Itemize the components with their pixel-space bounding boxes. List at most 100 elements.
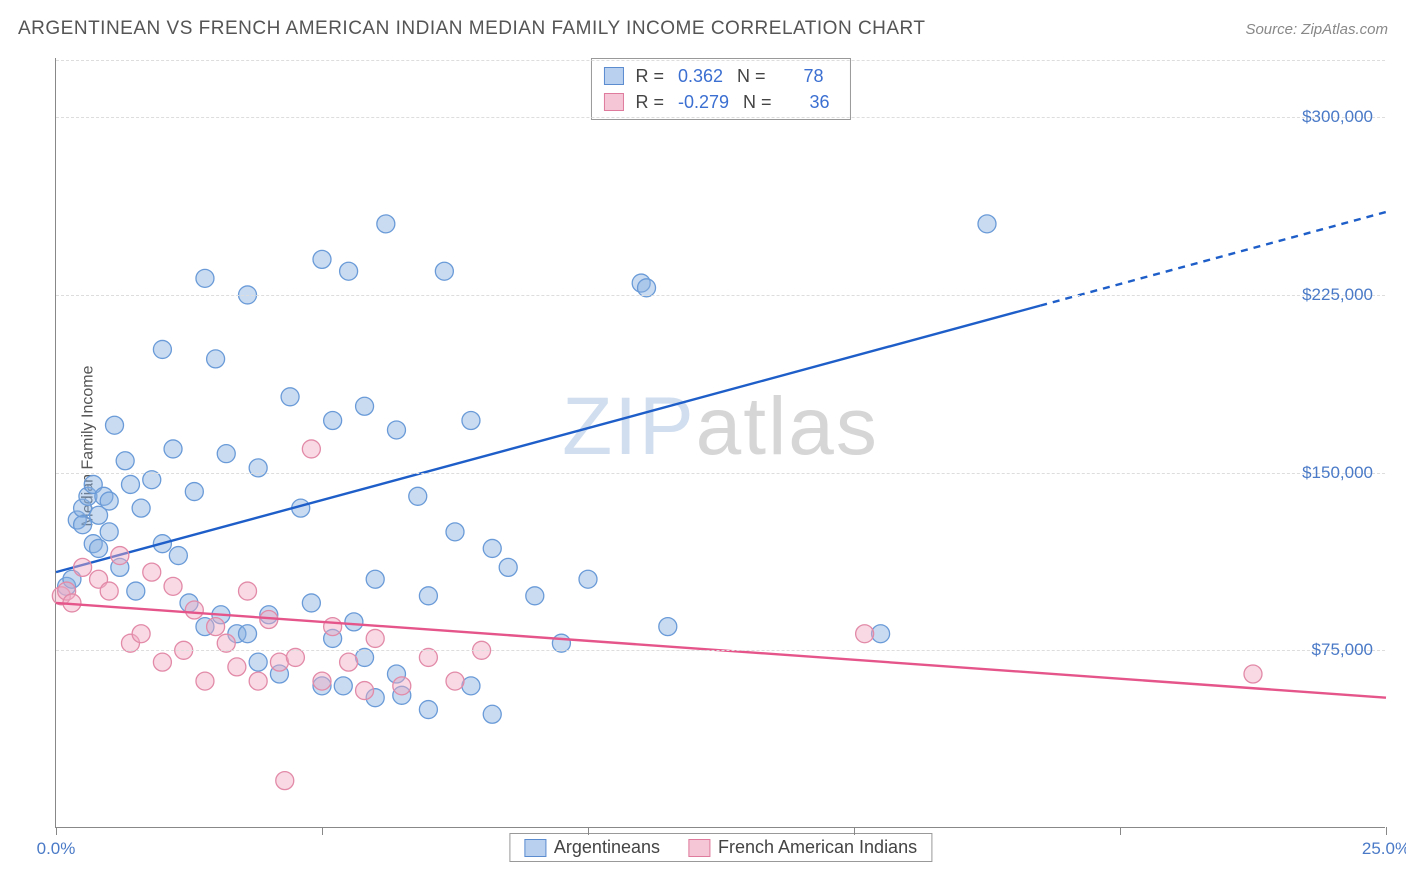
legend-item-french: French American Indians (688, 837, 917, 858)
legend-label-argentineans: Argentineans (554, 837, 660, 858)
legend-swatch-french (688, 839, 710, 857)
data-point-french (393, 677, 411, 695)
x-tick (56, 827, 57, 835)
correlation-stats-box: R = 0.362 N = 78 R = -0.279 N = 36 (590, 58, 850, 120)
data-point-argentineans (106, 416, 124, 434)
data-point-argentineans (207, 350, 225, 368)
y-tick-label: $300,000 (1302, 107, 1373, 127)
x-tick (322, 827, 323, 835)
data-point-argentineans (659, 618, 677, 636)
data-point-argentineans (196, 269, 214, 287)
data-point-argentineans (334, 677, 352, 695)
data-point-french (324, 618, 342, 636)
legend-swatch-argentineans (524, 839, 546, 857)
data-point-argentineans (164, 440, 182, 458)
chart-title: ARGENTINEAN VS FRENCH AMERICAN INDIAN ME… (18, 18, 926, 40)
data-point-argentineans (526, 587, 544, 605)
y-tick-label: $75,000 (1312, 640, 1373, 660)
data-point-french (100, 582, 118, 600)
stats-row-french: R = -0.279 N = 36 (603, 89, 837, 115)
data-point-argentineans (132, 499, 150, 517)
data-point-french (340, 653, 358, 671)
data-point-argentineans (90, 539, 108, 557)
gridline-h (56, 650, 1385, 651)
data-point-french (356, 682, 374, 700)
stats-swatch-argentineans (603, 67, 623, 85)
x-tick-label: 25.0% (1362, 839, 1406, 859)
data-point-french (143, 563, 161, 581)
legend-label-french: French American Indians (718, 837, 917, 858)
data-point-argentineans (356, 397, 374, 415)
data-point-argentineans (249, 459, 267, 477)
data-point-argentineans (100, 492, 118, 510)
x-tick (1120, 827, 1121, 835)
y-tick-label: $225,000 (1302, 285, 1373, 305)
x-tick (1386, 827, 1387, 835)
data-point-argentineans (872, 625, 890, 643)
legend-item-argentineans: Argentineans (524, 837, 660, 858)
data-point-argentineans (499, 558, 517, 576)
data-point-french (132, 625, 150, 643)
data-point-argentineans (281, 388, 299, 406)
x-tick-label: 0.0% (37, 839, 76, 859)
data-point-french (228, 658, 246, 676)
data-point-french (74, 558, 92, 576)
data-point-argentineans (116, 452, 134, 470)
data-point-french (276, 772, 294, 790)
data-point-argentineans (462, 677, 480, 695)
data-point-argentineans (978, 215, 996, 233)
data-point-french (856, 625, 874, 643)
n-value-french: 36 (778, 89, 838, 115)
data-point-french (207, 618, 225, 636)
data-point-french (366, 629, 384, 647)
data-point-argentineans (435, 262, 453, 280)
data-point-argentineans (483, 705, 501, 723)
data-point-french (153, 653, 171, 671)
data-point-argentineans (74, 516, 92, 534)
x-tick (588, 827, 589, 835)
data-point-argentineans (239, 625, 257, 643)
data-point-argentineans (302, 594, 320, 612)
data-point-argentineans (409, 487, 427, 505)
data-point-argentineans (127, 582, 145, 600)
y-tick-label: $150,000 (1302, 463, 1373, 483)
data-point-argentineans (419, 587, 437, 605)
n-value-argentineans: 78 (772, 63, 832, 89)
data-point-argentineans (345, 613, 363, 631)
data-point-argentineans (217, 445, 235, 463)
data-point-argentineans (446, 523, 464, 541)
legend: Argentineans French American Indians (509, 833, 932, 862)
gridline-h (56, 117, 1385, 118)
gridline-h (56, 295, 1385, 296)
data-point-argentineans (169, 547, 187, 565)
r-value-argentineans: 0.362 (670, 63, 731, 89)
trendline-argentineans (56, 306, 1040, 572)
scatter-svg (56, 58, 1385, 827)
data-point-argentineans (340, 262, 358, 280)
source-attribution: Source: ZipAtlas.com (1245, 21, 1388, 38)
data-point-argentineans (185, 483, 203, 501)
data-point-french (313, 672, 331, 690)
data-point-argentineans (324, 411, 342, 429)
data-point-french (111, 547, 129, 565)
data-point-argentineans (153, 340, 171, 358)
chart-plot-area: ZIPatlas R = 0.362 N = 78 R = -0.279 N =… (55, 58, 1385, 828)
data-point-argentineans (462, 411, 480, 429)
data-point-french (302, 440, 320, 458)
x-tick (854, 827, 855, 835)
r-value-french: -0.279 (670, 89, 737, 115)
gridline-h (56, 473, 1385, 474)
data-point-argentineans (419, 701, 437, 719)
data-point-french (164, 577, 182, 595)
data-point-argentineans (483, 539, 501, 557)
data-point-french (446, 672, 464, 690)
data-point-french (1244, 665, 1262, 683)
data-point-french (185, 601, 203, 619)
gridline-h (56, 60, 1385, 61)
data-point-argentineans (579, 570, 597, 588)
stats-swatch-french (603, 93, 623, 111)
data-point-french (196, 672, 214, 690)
data-point-french (249, 672, 267, 690)
data-point-argentineans (313, 250, 331, 268)
data-point-argentineans (121, 475, 139, 493)
